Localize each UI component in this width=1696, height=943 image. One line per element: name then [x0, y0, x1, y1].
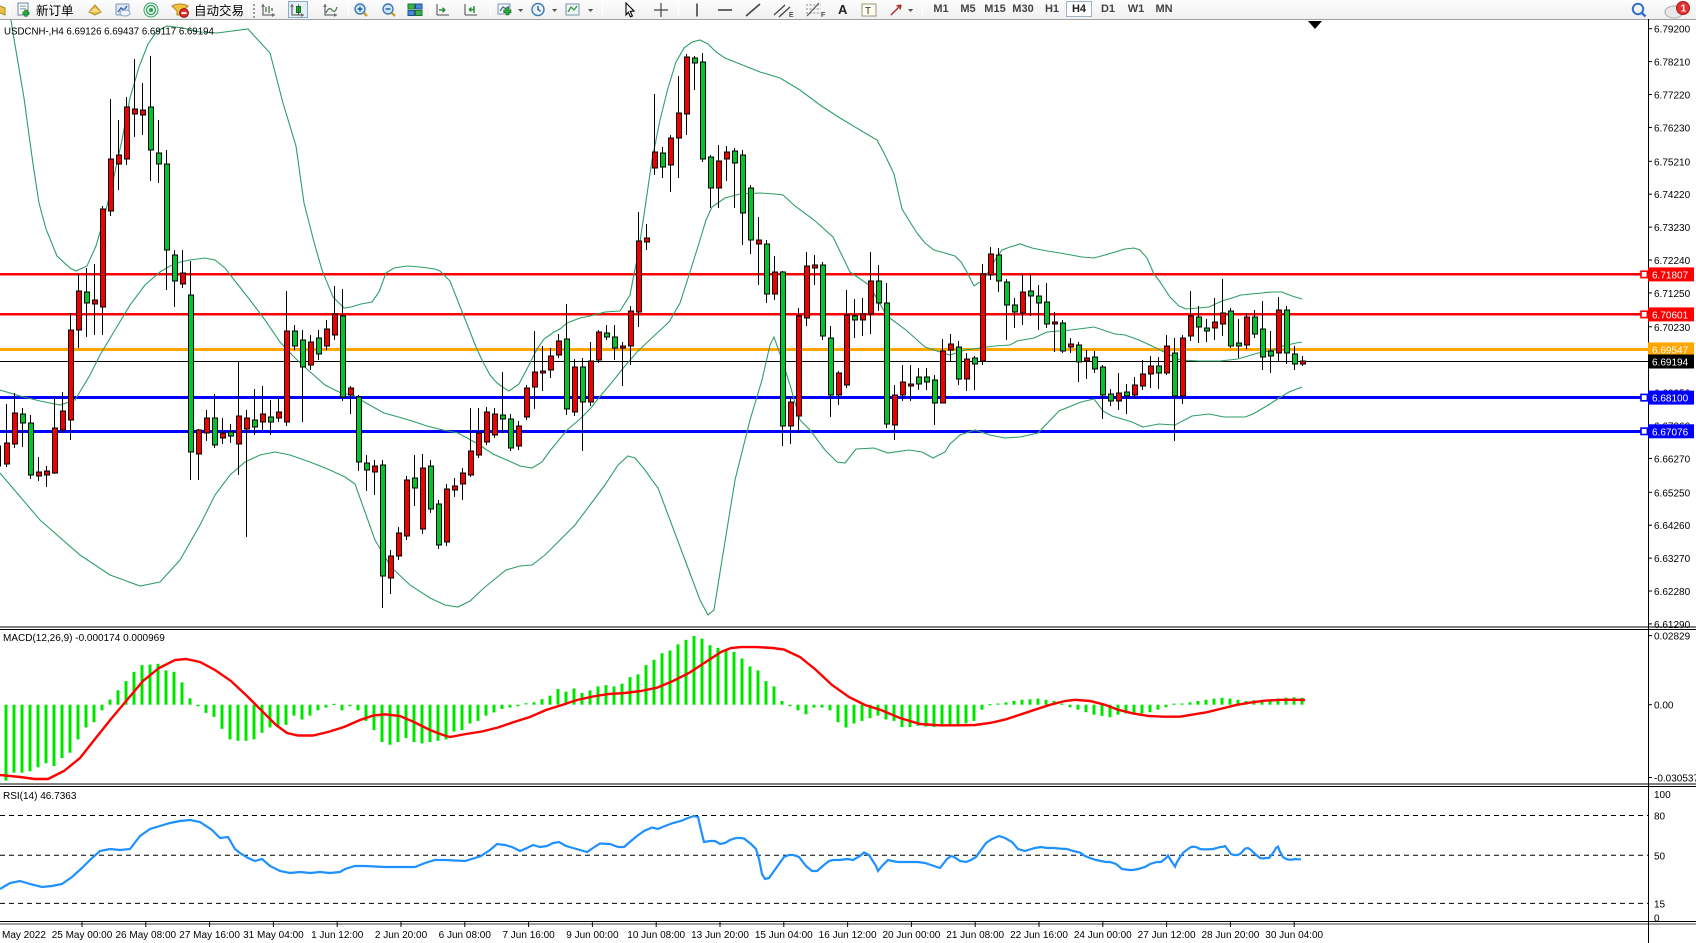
svg-text:0.02829: 0.02829 — [1654, 632, 1691, 643]
svg-text:20 Jun 00:00: 20 Jun 00:00 — [882, 930, 940, 941]
svg-text:21 Jun 08:00: 21 Jun 08:00 — [946, 930, 1004, 941]
svg-text:USDCNH-,H4 6.69126 6.69437 6.: USDCNH-,H4 6.69126 6.69437 6.69117 6.691… — [4, 27, 214, 38]
svg-text:1: 1 — [1681, 3, 1687, 14]
svg-text:10 Jun 08:00: 10 Jun 08:00 — [627, 930, 685, 941]
svg-text:0.00: 0.00 — [1654, 701, 1674, 712]
svg-text:2 Jun 20:00: 2 Jun 20:00 — [375, 930, 428, 941]
svg-text:6.71250: 6.71250 — [1654, 289, 1691, 300]
svg-text:6.70230: 6.70230 — [1654, 323, 1691, 334]
svg-text:28 Jun 20:00: 28 Jun 20:00 — [1201, 930, 1259, 941]
svg-text:15: 15 — [1654, 899, 1666, 910]
svg-text:6.68100: 6.68100 — [1652, 394, 1689, 405]
svg-text:26 May 08:00: 26 May 08:00 — [115, 930, 176, 941]
svg-text:27 Jun 12:00: 27 Jun 12:00 — [1138, 930, 1196, 941]
svg-text:MACD(12,26,9) -0.000174 0.0009: MACD(12,26,9) -0.000174 0.000969 — [3, 633, 165, 644]
svg-text:6.75210: 6.75210 — [1654, 157, 1691, 168]
svg-text:1 Jun 12:00: 1 Jun 12:00 — [311, 930, 364, 941]
svg-text:7 Jun 16:00: 7 Jun 16:00 — [502, 930, 555, 941]
svg-text:22 Jun 16:00: 22 Jun 16:00 — [1010, 930, 1068, 941]
svg-text:27 May 16:00: 27 May 16:00 — [179, 930, 240, 941]
svg-text:6.71807: 6.71807 — [1652, 270, 1689, 281]
svg-text:6.70601: 6.70601 — [1652, 310, 1689, 321]
svg-text:6.66270: 6.66270 — [1654, 454, 1691, 465]
svg-text:31 May 04:00: 31 May 04:00 — [243, 930, 304, 941]
svg-text:80: 80 — [1654, 812, 1666, 823]
svg-text:30 Jun 04:00: 30 Jun 04:00 — [1265, 930, 1323, 941]
svg-text:6 Jun 08:00: 6 Jun 08:00 — [439, 930, 492, 941]
svg-text:RSI(14) 46.7363: RSI(14) 46.7363 — [3, 791, 77, 802]
svg-text:6.72240: 6.72240 — [1654, 256, 1691, 267]
svg-text:E: E — [789, 12, 794, 18]
svg-text:16 Jun 12:00: 16 Jun 12:00 — [819, 930, 877, 941]
svg-text:6.79200: 6.79200 — [1654, 25, 1691, 36]
svg-text:6.78210: 6.78210 — [1654, 58, 1691, 69]
svg-text:100: 100 — [1654, 790, 1671, 801]
svg-text:9 Jun 00:00: 9 Jun 00:00 — [566, 930, 619, 941]
svg-text:15 Jun 04:00: 15 Jun 04:00 — [755, 930, 813, 941]
svg-text:24 Jun 00:00: 24 Jun 00:00 — [1074, 930, 1132, 941]
svg-text:6.62280: 6.62280 — [1654, 587, 1691, 598]
svg-text:6.76230: 6.76230 — [1654, 123, 1691, 134]
svg-text:50: 50 — [1654, 851, 1666, 862]
svg-text:0: 0 — [1654, 913, 1660, 924]
svg-text:6.77220: 6.77220 — [1654, 91, 1691, 102]
svg-text:May 2022: May 2022 — [2, 930, 46, 941]
svg-text:6.69547: 6.69547 — [1652, 345, 1689, 356]
svg-text:6.63270: 6.63270 — [1654, 554, 1691, 565]
svg-text:6.67076: 6.67076 — [1652, 427, 1689, 438]
svg-text:13 Jun 20:00: 13 Jun 20:00 — [691, 930, 749, 941]
svg-text:6.74220: 6.74220 — [1654, 190, 1691, 201]
svg-text:6.69194: 6.69194 — [1652, 358, 1689, 369]
svg-text:6.73230: 6.73230 — [1654, 223, 1691, 234]
svg-text:-0.030537: -0.030537 — [1654, 774, 1696, 785]
svg-text:T: T — [865, 6, 871, 17]
svg-text:F: F — [821, 12, 825, 18]
svg-text:25 May 00:00: 25 May 00:00 — [52, 930, 113, 941]
svg-text:6.61290: 6.61290 — [1654, 620, 1691, 631]
svg-text:6.65250: 6.65250 — [1654, 488, 1691, 499]
svg-text:6.64260: 6.64260 — [1654, 521, 1691, 532]
